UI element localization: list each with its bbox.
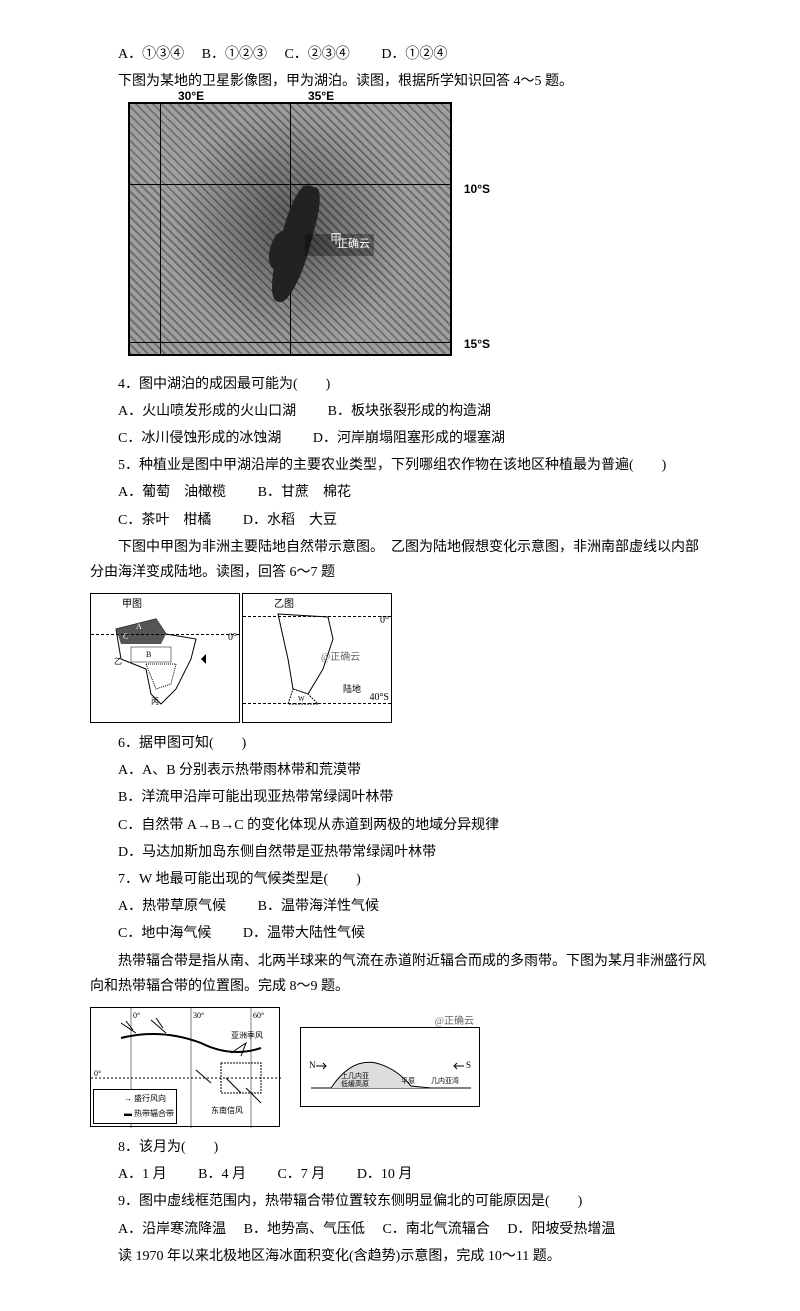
q9-options: A．沿岸寒流降温 B．地势高、气压低 C．南北气流辐合 D．阳坡受热增温	[90, 1217, 710, 1242]
q6-optD: D．马达加斯加岛东侧自然带是亚热带常绿阔叶林带	[90, 840, 710, 865]
intro-67: 下图中甲图为非洲主要陆地自然带示意图。 乙图为陆地假想变化示意图，非洲南部虚线以…	[90, 535, 710, 585]
intro-89: 热带辐合带是指从南、北两半球来的气流在赤道附近辐合而成的多雨带。下图为某月非洲盛…	[90, 949, 710, 999]
q8-options: A．1 月 B．4 月 C．7 月 D．10 月	[90, 1162, 710, 1187]
wind-box: 0° 30° 60° 0° 亚洲季风 东南信风 → 盛行风向 ▬ 热带辐合带	[90, 1007, 280, 1127]
watermark: 正确云	[305, 234, 374, 256]
q9-optC: C．南北气流辐合	[382, 1222, 489, 1237]
q9-stem: 9．图中虚线框范围内，热带辐合带位置较东侧明显偏北的可能原因是( )	[90, 1189, 710, 1214]
q4-optB: B．板块张裂形成的构造湖	[328, 404, 491, 419]
svg-text:乙: 乙	[114, 657, 122, 666]
q7-optA: A．热带草原气候	[118, 899, 226, 914]
svg-text:上几内亚: 上几内亚	[341, 1071, 369, 1080]
q3-optA: A．①③④	[118, 47, 184, 62]
svg-text:0°: 0°	[94, 1069, 101, 1078]
q8-optC: C．7 月	[277, 1167, 325, 1182]
q8-optB: B．4 月	[198, 1167, 246, 1182]
svg-text:平原: 平原	[401, 1077, 415, 1085]
svg-text:丙: 丙	[151, 697, 159, 706]
q9-optD: D．阳坡受热增温	[507, 1222, 615, 1237]
svg-text:30°: 30°	[193, 1011, 204, 1020]
svg-text:B: B	[146, 650, 151, 659]
q9-optA: A．沿岸寒流降温	[118, 1222, 226, 1237]
land-label: 陆地	[315, 681, 361, 697]
svg-text:0°: 0°	[133, 1011, 140, 1020]
q7-row1: A．热带草原气候 B．温带海洋性气候	[90, 894, 710, 919]
svg-text:几内亚湾: 几内亚湾	[431, 1076, 459, 1085]
q7-optC: C．地中海气候	[118, 926, 211, 941]
q3-optB: B．①②③	[202, 47, 267, 62]
intro-1011: 读 1970 年以来北极地区海冰面积变化(含趋势)示意图，完成 10～11 题。	[90, 1244, 710, 1269]
lat-15-label: 15°S	[436, 334, 490, 356]
svg-text:60°: 60°	[253, 1011, 264, 1020]
q7-row2: C．地中海气候 D．温带大陆性气候	[90, 921, 710, 946]
q4-optC: C．冰川侵蚀形成的冰蚀湖	[118, 431, 281, 446]
satellite-figure: 甲 正确云 30°E 35°E 10°S 15°S	[90, 102, 710, 363]
africa-figure: 甲图 A B C 乙 丙 0° 乙图 W 0° 40°S 陆地 @正确云	[90, 593, 710, 723]
elevation-box: N S 上几内亚 低缓高原 平原 几内亚湾 @正确云	[300, 1027, 480, 1107]
q4-optD: D．河岸崩塌阻塞形成的堰塞湖	[313, 431, 505, 446]
legend-itcz: ▬ 热带辐合带	[96, 1107, 174, 1121]
svg-text:S: S	[466, 1060, 471, 1070]
q4-row2: C．冰川侵蚀形成的冰蚀湖 D．河岸崩塌阻塞形成的堰塞湖	[90, 426, 710, 451]
q7-stem: 7．W 地最可能出现的气候类型是( )	[90, 867, 710, 892]
watermark-3: @正确云	[407, 1013, 474, 1031]
q9-optB: B．地势高、气压低	[244, 1222, 365, 1237]
q3-optD: D．①②④	[381, 47, 447, 62]
wind-figure: 0° 30° 60° 0° 亚洲季风 东南信风 → 盛行风向 ▬ 热带辐合带 N…	[90, 1007, 710, 1127]
svg-text:低缓高原: 低缓高原	[341, 1079, 369, 1088]
q5-optB: B．甘蔗 棉花	[258, 485, 351, 500]
watermark-2: @正确云	[293, 649, 360, 667]
q7-optD: D．温带大陆性气候	[243, 926, 365, 941]
legend-wind: → 盛行风向	[96, 1092, 174, 1106]
q4-optA: A．火山喷发形成的火山口湖	[118, 404, 296, 419]
svg-text:东南信风: 东南信风	[211, 1105, 243, 1115]
q6-optB: B．洋流甲沿岸可能出现亚热带常绿阔叶林带	[90, 785, 710, 810]
svg-text:W: W	[298, 695, 305, 703]
lat-10-label: 10°S	[436, 179, 490, 201]
africa-map-yi: 乙图 W 0° 40°S 陆地 @正确云	[242, 593, 392, 723]
q7-optB: B．温带海洋性气候	[258, 899, 379, 914]
svg-text:A: A	[136, 622, 142, 631]
q3-options: A．①③④ B．①②③ C．②③④ D．①②④	[90, 42, 710, 67]
q5-optC: C．茶叶 柑橘	[118, 513, 211, 528]
q5-optA: A．葡萄 油橄榄	[118, 485, 226, 500]
q6-optA: A．A、B 分别表示热带雨林带和荒漠带	[90, 758, 710, 783]
q5-row1: A．葡萄 油橄榄 B．甘蔗 棉花	[90, 480, 710, 505]
lon-30-label: 30°E	[150, 86, 204, 108]
q4-row1: A．火山喷发形成的火山口湖 B．板块张裂形成的构造湖	[90, 399, 710, 424]
svg-text:N: N	[309, 1060, 316, 1070]
q3-optC: C．②③④	[284, 47, 349, 62]
q4-stem: 4．图中湖泊的成因最可能为( )	[90, 372, 710, 397]
q5-stem: 5．种植业是图中甲湖沿岸的主要农业类型，下列哪组农作物在该地区种植最为普遍( )	[90, 453, 710, 478]
lon-35-label: 35°E	[280, 86, 334, 108]
q5-row2: C．茶叶 柑橘 D．水稻 大豆	[90, 508, 710, 533]
q6-stem: 6．据甲图可知( )	[90, 731, 710, 756]
lat0-1: 0°	[200, 629, 237, 647]
lat0-2: 0°	[352, 612, 389, 630]
wind-legend: → 盛行风向 ▬ 热带辐合带	[93, 1089, 177, 1124]
q8-optD: D．10 月	[357, 1167, 413, 1182]
q5-optD: D．水稻 大豆	[243, 513, 337, 528]
q8-optA: A．1 月	[118, 1167, 167, 1182]
svg-text:亚洲季风: 亚洲季风	[231, 1030, 263, 1040]
q6-optC: C．自然带 A→B→C 的变化体现从赤道到两极的地域分异规律	[90, 813, 710, 838]
africa-map-jia: 甲图 A B C 乙 丙 0°	[90, 593, 240, 723]
q8-stem: 8．该月为( )	[90, 1135, 710, 1160]
